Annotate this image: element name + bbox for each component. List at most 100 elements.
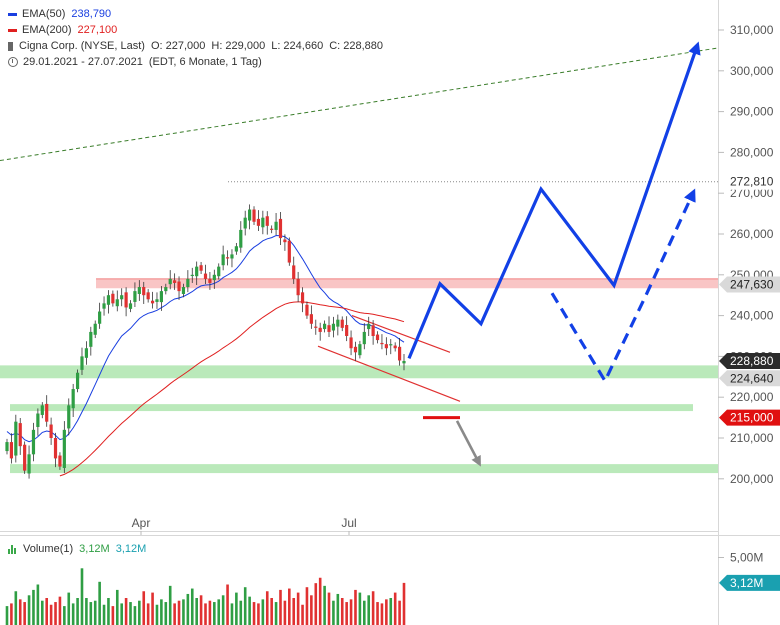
volume-tick-label: 5,00M — [730, 551, 763, 565]
candle-body — [106, 295, 111, 305]
volume-bar — [349, 599, 353, 625]
candle-body — [296, 278, 300, 296]
candle-body — [58, 455, 62, 467]
volume-bar — [182, 599, 185, 625]
candle-body — [327, 325, 331, 332]
volume-bar — [40, 600, 44, 625]
candle-body — [159, 291, 163, 303]
volume-bar — [332, 600, 335, 625]
candle-body — [177, 281, 181, 292]
volume-bar — [14, 591, 18, 625]
candle-body — [111, 293, 115, 304]
price-marker-label: 224,640 — [730, 371, 774, 385]
volume-bar — [129, 602, 132, 625]
candle-body — [371, 325, 375, 336]
candle-body — [164, 287, 168, 292]
candle-body — [199, 265, 203, 271]
candle-body — [49, 424, 53, 438]
candle-body — [27, 454, 31, 474]
candle-body — [195, 266, 199, 277]
volume-bar — [265, 591, 269, 625]
x-tick-label: Jul — [341, 516, 356, 530]
candle-body — [375, 334, 380, 341]
volume-bar — [371, 591, 375, 625]
volume-bar — [345, 602, 348, 625]
legend-ema200[interactable]: EMA(200) 227,100 — [8, 22, 383, 38]
candle-body — [345, 324, 349, 336]
volume-bar — [385, 599, 388, 625]
volume-bar — [54, 602, 57, 625]
volume-bar — [288, 588, 291, 625]
legend-period: 29.01.2021 - 27.07.2021 (EDT, 6 Monate, … — [8, 54, 383, 70]
volume-bar — [261, 599, 265, 625]
candle-body — [186, 278, 190, 288]
y-tick-label: 310,000 — [730, 23, 774, 37]
candle-body — [358, 344, 362, 356]
candle-body — [221, 254, 225, 266]
ohlc-high: H: 229,000 — [211, 40, 266, 52]
legend-ema50[interactable]: EMA(50) 238,790 — [8, 6, 383, 22]
candle-body — [230, 254, 234, 259]
volume-bar — [23, 602, 26, 625]
candle-body — [133, 291, 137, 302]
candle-body — [84, 348, 88, 358]
candle-body — [340, 319, 344, 328]
candle-body — [31, 429, 36, 455]
candle-body — [181, 287, 186, 294]
volume-bar — [292, 598, 296, 625]
y-tick-label: 280,000 — [730, 145, 774, 159]
candle-body — [274, 221, 278, 230]
volume-bar — [71, 603, 75, 625]
volume-bar — [376, 602, 379, 625]
support-zone — [0, 365, 718, 379]
candle-body — [217, 266, 221, 277]
candle-body — [261, 217, 265, 228]
candle-body — [150, 300, 155, 304]
candle-body — [389, 344, 393, 346]
volume-bar — [296, 592, 300, 625]
candle-body — [239, 229, 243, 248]
volume-bar — [318, 577, 322, 625]
candle-body — [203, 273, 208, 279]
volume-bar — [36, 584, 40, 625]
zones-layer — [0, 278, 718, 474]
volume-bar — [76, 598, 79, 625]
candle-body — [45, 403, 49, 422]
candle-body — [314, 326, 318, 328]
candle-body — [243, 217, 247, 229]
price-markers-layer: 272,810 247,630 228,880 224,640 215,000 — [719, 173, 780, 426]
lower-channel-line — [317, 345, 461, 402]
candle-body — [173, 280, 177, 283]
volume-bar — [190, 588, 194, 625]
volume-bar — [305, 587, 309, 625]
candle-body — [89, 331, 93, 347]
candle-body — [80, 356, 84, 370]
candle-body — [256, 218, 261, 226]
candle-body — [270, 228, 274, 230]
volume-legend[interactable]: Volume(1) 3,12M 3,12M — [8, 543, 146, 555]
volume-bar — [252, 602, 256, 625]
candle-body — [53, 438, 58, 459]
volume-bar — [243, 587, 247, 625]
candle-body — [305, 304, 309, 316]
candle-icon — [8, 41, 13, 51]
volume-bar — [195, 598, 198, 625]
y-tick-label: 200,000 — [730, 472, 774, 486]
volume-bar — [45, 598, 48, 625]
candle-body — [393, 345, 397, 349]
candle-body — [71, 389, 75, 409]
candle-body — [124, 292, 128, 308]
volume-bar — [398, 600, 401, 625]
price-marker-box — [724, 173, 780, 190]
candle-body — [287, 240, 291, 263]
volume-bar — [115, 589, 119, 625]
volume-bar — [111, 606, 115, 625]
y-tick-label: 260,000 — [730, 227, 774, 241]
candles-layer — [5, 204, 406, 479]
volume-bar — [107, 598, 110, 625]
volume-bar — [133, 606, 137, 625]
volume-current-label: 3,12M — [730, 576, 763, 590]
candle-body — [349, 337, 353, 349]
candle-body — [248, 209, 252, 221]
legend-ohlc: Cigna Corp. (NYSE, Last) O: 227,000 H: 2… — [8, 38, 383, 54]
